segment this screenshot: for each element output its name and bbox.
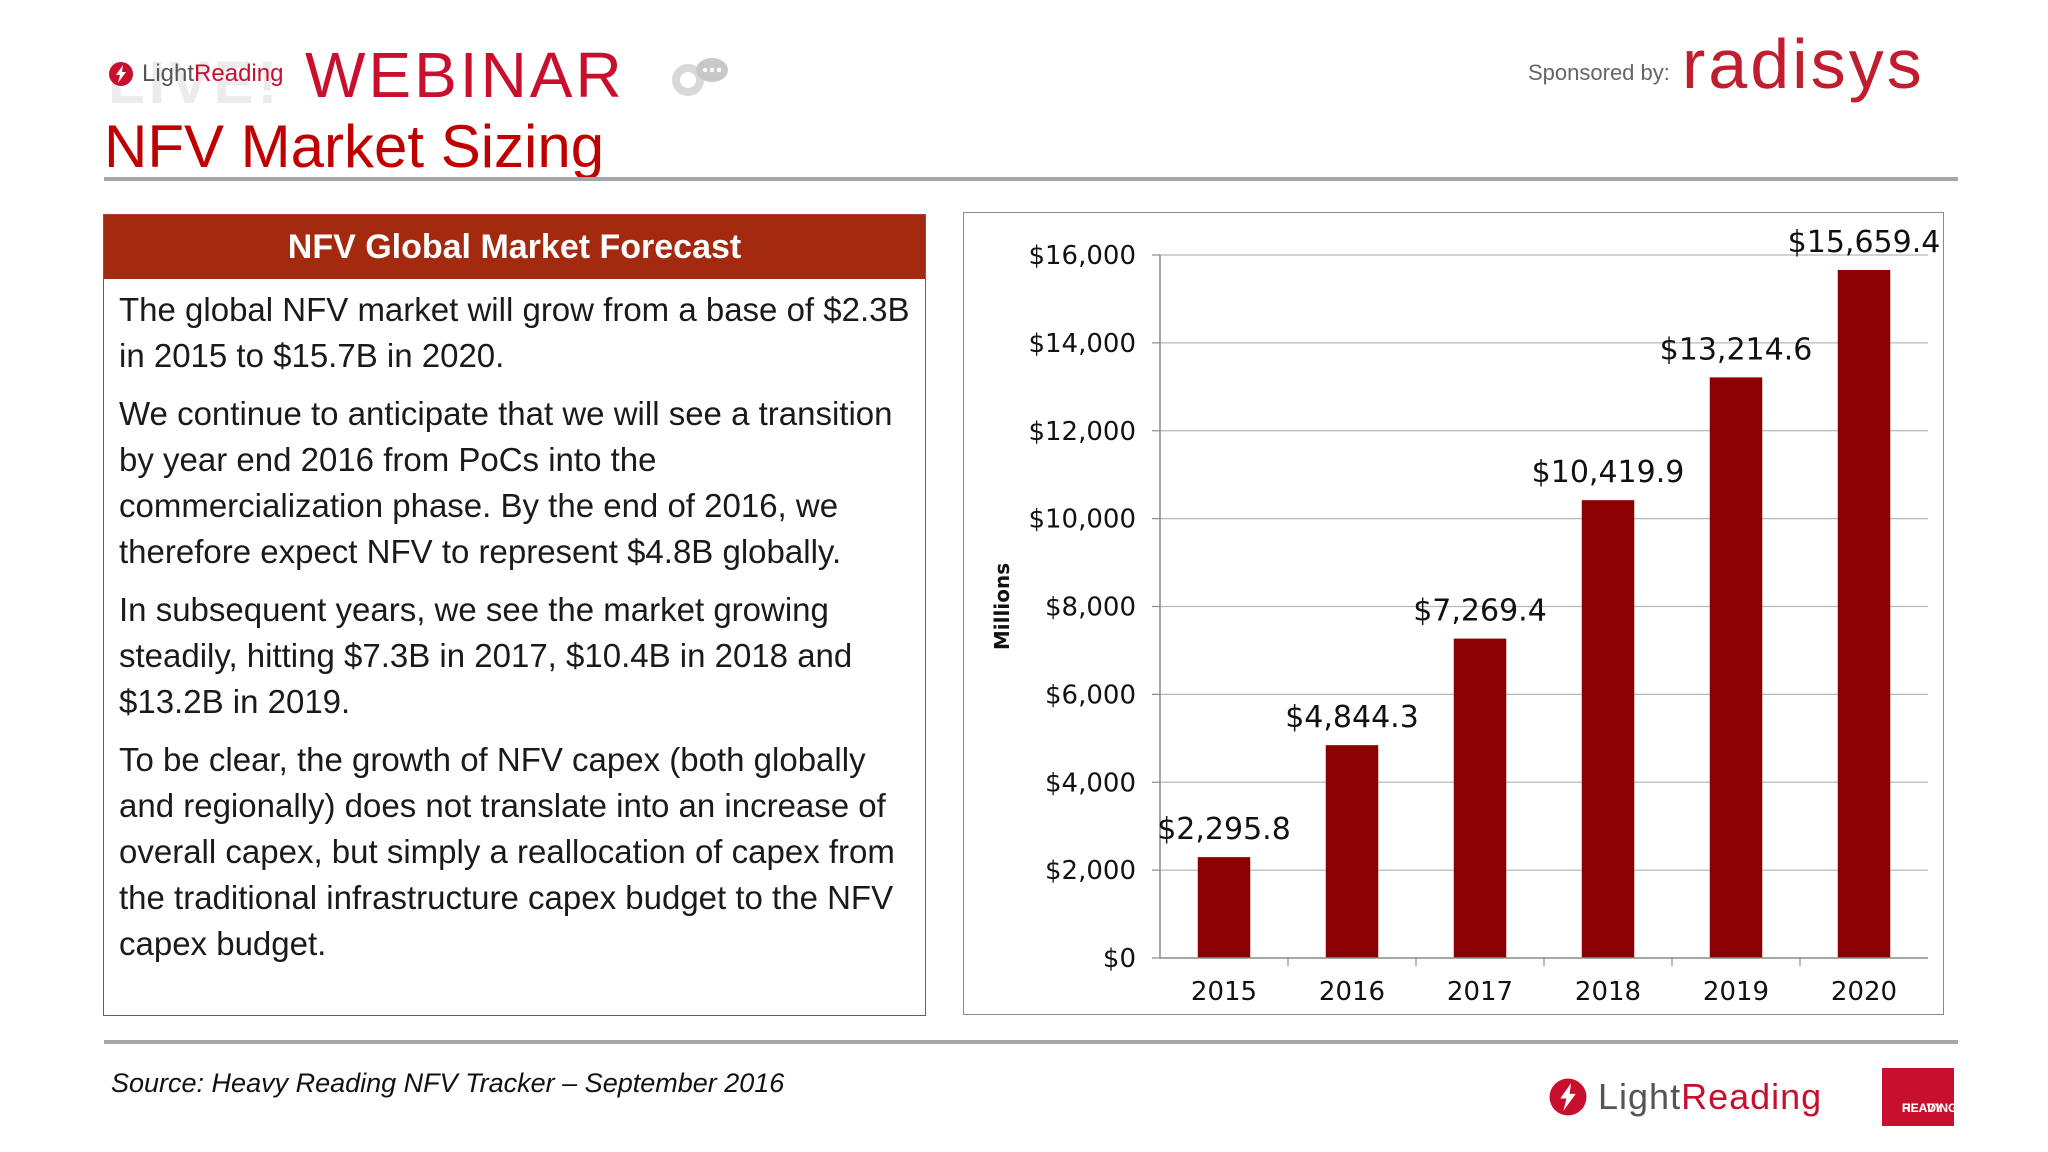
lightreading-footer-wordmark: LightReading xyxy=(1598,1076,1823,1117)
forecast-paragraph: The global NFV market will grow from a b… xyxy=(119,291,910,374)
webinar-wordmark: WEBINAR xyxy=(305,39,625,111)
y-tick-label: $0 xyxy=(1103,944,1136,974)
title-divider xyxy=(104,177,1958,181)
lightning-bolt-icon xyxy=(1549,1078,1587,1116)
source-citation: Source: Heavy Reading NFV Tracker – Sept… xyxy=(111,1068,785,1098)
data-label: $7,269.4 xyxy=(1413,594,1547,629)
y-tick-label: $10,000 xyxy=(1028,505,1136,535)
x-tick-label: 2019 xyxy=(1703,977,1769,1007)
x-tick-label: 2017 xyxy=(1447,977,1513,1007)
sponsor-logo-text: radisys xyxy=(1682,25,1925,103)
lightreading-header-wordmark: LightReading xyxy=(142,60,284,87)
bar-2019 xyxy=(1709,377,1763,958)
x-tick-label: 2016 xyxy=(1319,977,1385,1007)
data-label: $4,844.3 xyxy=(1285,700,1419,735)
y-tick-label: $6,000 xyxy=(1045,680,1136,710)
y-tick-label: $12,000 xyxy=(1028,417,1136,447)
forecast-text-panel: NFV Global Market Forecast The global NF… xyxy=(103,214,926,1016)
x-tick-label: 2020 xyxy=(1831,977,1897,1007)
lightreading-footer-logo: LightReading xyxy=(1548,1076,1822,1118)
heavy-reading-logo: HEAVY READING xyxy=(1882,1068,1957,1126)
y-axis-title: Millions xyxy=(990,563,1014,650)
data-label: $10,419.9 xyxy=(1532,455,1685,490)
bar-2020 xyxy=(1837,269,1891,959)
footer-divider xyxy=(104,1040,1958,1044)
bar-2016 xyxy=(1325,745,1379,958)
bar-2015 xyxy=(1197,857,1251,958)
forecast-paragraph: To be clear, the growth of NFV capex (bo… xyxy=(119,741,895,962)
bar-2017 xyxy=(1453,638,1507,958)
chart-labels: $0 $2,000 $4,000 $6,000 $8,000 $10,000 $12,000… xyxy=(990,225,1940,1007)
forecast-paragraph: We continue to anticipate that we will s… xyxy=(119,395,893,570)
data-label: $13,214.6 xyxy=(1660,332,1813,367)
live-watermark-text: LIVE! xyxy=(108,49,282,116)
bar-2018 xyxy=(1581,500,1635,958)
y-tick-label: $16,000 xyxy=(1028,241,1136,271)
bars xyxy=(1197,269,1891,959)
lightreading-header-logo: LightReading xyxy=(108,60,283,88)
y-tick-label: $4,000 xyxy=(1045,768,1136,798)
forecast-paragraph: In subsequent years, we see the market g… xyxy=(119,591,853,720)
y-tick-label: $2,000 xyxy=(1045,856,1136,886)
forecast-panel-heading: NFV Global Market Forecast xyxy=(104,215,925,279)
sponsor-label: Sponsored by: xyxy=(1528,60,1670,85)
x-tick-label: 2018 xyxy=(1575,977,1641,1007)
y-tick-label: $8,000 xyxy=(1045,593,1136,623)
y-tick-label: $14,000 xyxy=(1028,329,1136,359)
data-label: $2,295.8 xyxy=(1157,812,1291,847)
lightning-bolt-icon xyxy=(109,62,133,86)
axes xyxy=(1152,254,1928,966)
bar-chart-svg: $0 $2,000 $4,000 $6,000 $8,000 $10,000 $12,000… xyxy=(990,225,1940,1007)
page-title: NFV Market Sizing xyxy=(104,113,605,180)
chat-bubble-icon xyxy=(668,54,730,105)
gridlines xyxy=(1160,254,1928,871)
x-tick-label: 2015 xyxy=(1191,977,1257,1007)
market-forecast-chart: $0 $2,000 $4,000 $6,000 $8,000 $10,000 $12,000… xyxy=(963,212,1944,1015)
forecast-panel-body: The global NFV market will grow from a b… xyxy=(119,287,919,979)
data-label: $15,659.4 xyxy=(1788,225,1941,260)
